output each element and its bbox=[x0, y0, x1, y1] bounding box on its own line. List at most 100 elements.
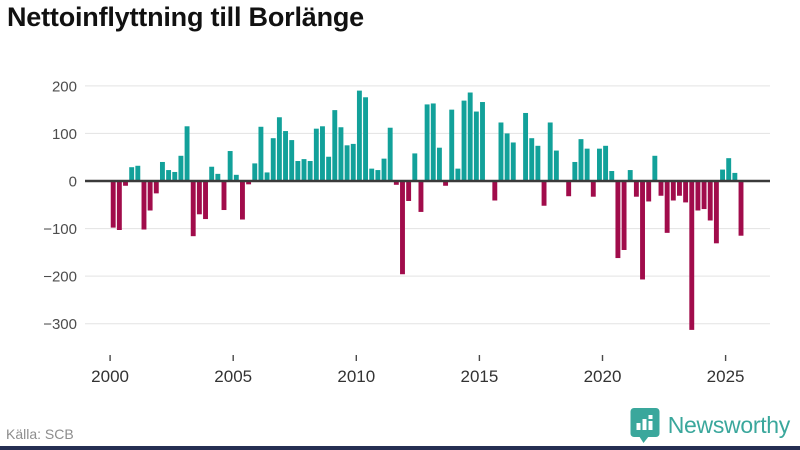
quarter-bar bbox=[498, 122, 504, 181]
quarter-bar bbox=[461, 100, 467, 181]
quarter-bar bbox=[633, 181, 639, 197]
quarter-bar bbox=[270, 138, 276, 181]
quarter-bar bbox=[664, 181, 670, 233]
quarter-bar bbox=[320, 126, 325, 181]
y-axis-tick-label: 0 bbox=[69, 174, 77, 191]
quarter-bar bbox=[332, 110, 338, 181]
quarter-bar bbox=[203, 181, 208, 220]
quarter-bar bbox=[141, 181, 147, 230]
quarter-bar bbox=[258, 126, 264, 181]
x-axis-year-label: 2025 bbox=[707, 367, 745, 386]
brand-logo: Newsworthy bbox=[630, 407, 790, 443]
quarter-bar bbox=[504, 133, 510, 181]
quarter-bar bbox=[295, 161, 301, 181]
quarter-bar bbox=[153, 181, 159, 194]
quarter-bar bbox=[283, 131, 288, 181]
y-axis-tick-label: −100 bbox=[43, 221, 77, 238]
quarter-bar bbox=[615, 181, 621, 259]
quarter-bar bbox=[227, 151, 233, 181]
quarter-bar bbox=[264, 172, 270, 181]
x-axis-year-label: 2010 bbox=[337, 367, 375, 386]
quarter-bar bbox=[418, 181, 424, 212]
quarter-bar bbox=[455, 168, 461, 181]
quarter-bar bbox=[683, 181, 689, 203]
quarter-bar bbox=[375, 170, 381, 181]
brand-name: Newsworthy bbox=[667, 411, 791, 438]
quarter-bar bbox=[110, 181, 116, 228]
quarter-bar bbox=[621, 181, 627, 250]
quarter-bar bbox=[381, 158, 387, 181]
y-axis-tick-label: −300 bbox=[43, 316, 77, 333]
quarter-bar bbox=[196, 181, 202, 215]
page-title: Nettoinflyttning till Borlänge bbox=[7, 2, 364, 32]
quarter-bar bbox=[221, 181, 227, 211]
source-attribution: Källa: SCB bbox=[6, 426, 74, 442]
quarter-bar bbox=[326, 156, 332, 181]
quarter-bar bbox=[535, 145, 541, 181]
quarter-bar bbox=[677, 181, 682, 196]
quarter-bar bbox=[344, 145, 350, 181]
migration-bar-chart: 200 100 0 −100 −200 −300 2000 2005 2010 2015 2020 2… bbox=[43, 78, 770, 386]
quarter-bar bbox=[159, 161, 165, 181]
quarter-bar bbox=[289, 140, 295, 181]
quarter-bar bbox=[529, 138, 535, 181]
quarter-bar bbox=[584, 148, 590, 181]
quarter-bar bbox=[609, 171, 615, 181]
quarter-bar bbox=[430, 103, 436, 181]
quarter-bar bbox=[578, 139, 584, 181]
quarter-bar bbox=[301, 159, 307, 181]
quarter-bar bbox=[553, 150, 559, 181]
quarter-bar bbox=[147, 181, 153, 211]
quarter-bar bbox=[406, 181, 412, 201]
quarter-bar bbox=[116, 181, 122, 230]
quarter-bar bbox=[670, 181, 676, 201]
quarter-bar bbox=[356, 90, 362, 181]
quarter-bar bbox=[646, 181, 652, 202]
quarter-bar bbox=[436, 147, 442, 181]
quarter-bar bbox=[166, 170, 172, 181]
quarter-bar bbox=[246, 181, 252, 185]
quarter-bar bbox=[363, 97, 369, 181]
quarter-bar bbox=[387, 127, 393, 181]
quarter-bar bbox=[424, 104, 430, 181]
quarter-bar bbox=[689, 181, 695, 330]
quarter-bar bbox=[473, 111, 479, 181]
quarter-bar bbox=[566, 181, 572, 197]
quarter-bar bbox=[400, 181, 405, 275]
quarter-bar bbox=[135, 165, 141, 181]
quarter-bar bbox=[172, 171, 178, 181]
x-axis-year-label: 2020 bbox=[584, 367, 622, 386]
quarter-bar bbox=[701, 181, 707, 210]
quarter-bar bbox=[510, 142, 516, 181]
y-axis-tick-label: −200 bbox=[43, 269, 77, 286]
bottom-accent-strip bbox=[0, 446, 800, 450]
newsworthy-badge-icon bbox=[630, 408, 660, 443]
quarter-bar bbox=[215, 173, 221, 181]
quarter-bar bbox=[652, 155, 658, 181]
quarter-bar bbox=[307, 161, 313, 181]
quarter-bar bbox=[523, 112, 529, 181]
quarter-bar bbox=[726, 158, 732, 181]
quarter-bar bbox=[547, 122, 553, 181]
y-axis-tick-label: 100 bbox=[52, 126, 77, 143]
quarter-bar bbox=[597, 148, 602, 181]
x-axis-year-label: 2015 bbox=[460, 367, 498, 386]
x-axis-year-label: 2000 bbox=[91, 367, 129, 386]
quarter-bar bbox=[738, 181, 744, 236]
quarter-bar bbox=[369, 168, 375, 181]
y-axis-tick-label: 200 bbox=[52, 78, 77, 95]
quarter-bar bbox=[572, 161, 578, 181]
quarter-bar bbox=[129, 167, 135, 181]
quarter-bar bbox=[350, 143, 356, 181]
quarter-bar bbox=[732, 172, 738, 181]
quarter-bar bbox=[695, 181, 701, 211]
quarter-bar bbox=[492, 181, 498, 201]
quarter-bar bbox=[720, 169, 725, 181]
x-axis-year-label: 2005 bbox=[214, 367, 252, 386]
quarter-bar bbox=[627, 170, 633, 181]
quarter-bar bbox=[184, 126, 190, 181]
quarter-bar bbox=[713, 181, 719, 244]
quarter-bar bbox=[313, 128, 319, 181]
quarter-bar bbox=[338, 127, 344, 181]
